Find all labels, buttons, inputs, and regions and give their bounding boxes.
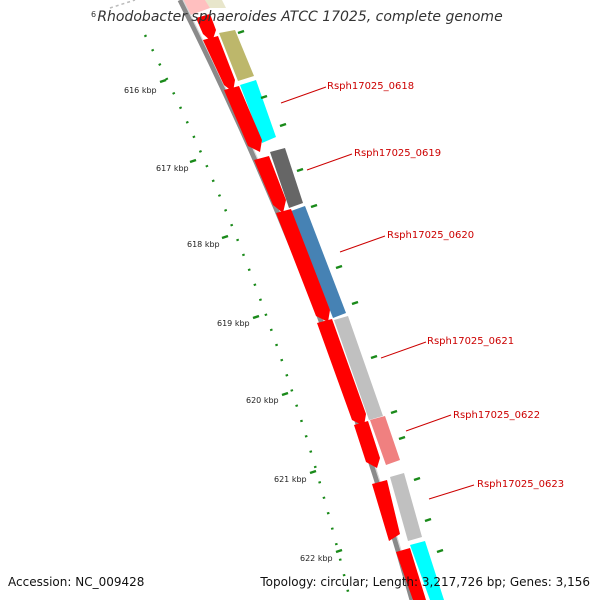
- feature-light-gray-1: [334, 316, 383, 420]
- gene-label-0620[interactable]: Rsph17025_0620: [387, 230, 474, 241]
- gene-leader-lines: [280, 86, 475, 500]
- gene-label-0621[interactable]: Rsph17025_0621: [427, 336, 514, 347]
- cds-arrow-8: [372, 480, 400, 541]
- gene-label-0622[interactable]: Rsph17025_0622: [453, 410, 540, 421]
- top-fade-region: 6: [91, 0, 226, 19]
- feature-tick-marks: [237, 29, 444, 554]
- tick-label-618: 618 kbp: [187, 240, 220, 249]
- cds-arrow-9: [396, 548, 426, 600]
- tick-label-622: 622 kbp: [300, 554, 333, 563]
- cds-arrow-4: [254, 156, 286, 213]
- feature-steel-blue: [291, 206, 346, 318]
- cds-arrow-5: [276, 209, 330, 322]
- gene-label-0618[interactable]: Rsph17025_0618: [327, 81, 414, 92]
- feature-dark-gray: [270, 148, 303, 208]
- gene-labels: Rsph17025_0618 Rsph17025_0619 Rsph17025_…: [327, 81, 564, 490]
- feature-olive: [219, 30, 254, 81]
- tick-label-616: 616 kbp: [124, 86, 157, 95]
- tick-label-620: 620 kbp: [246, 396, 279, 405]
- tick-label-619: 619 kbp: [217, 319, 250, 328]
- feature-track-outer: [219, 30, 444, 600]
- gene-label-0619[interactable]: Rsph17025_0619: [354, 148, 441, 159]
- accession-label: Accession: NC_009428: [8, 575, 145, 589]
- cds-arrow-6: [317, 319, 366, 426]
- tick-label-617: 617 kbp: [156, 164, 189, 173]
- scale-tick-labels: 616 kbp 617 kbp 618 kbp 619 kbp 620 kbp …: [124, 86, 333, 563]
- top-tick-label: 6: [91, 10, 96, 19]
- cds-arrow-1: [196, 14, 216, 42]
- genome-summary-label: Topology: circular; Length: 3,217,726 bp…: [260, 575, 590, 589]
- tick-label-621: 621 kbp: [274, 475, 307, 484]
- feature-cyan-1: [240, 80, 276, 143]
- feature-light-gray-2: [390, 473, 422, 541]
- feature-light-red: [370, 416, 400, 465]
- scale-ticks: [159, 78, 343, 554]
- map-title: Rhodobacter sphaeroides ATCC 17025, comp…: [97, 9, 503, 25]
- cds-track: [196, 14, 426, 600]
- cds-arrow-3: [224, 86, 262, 152]
- cds-arrow-7: [354, 421, 380, 468]
- gene-label-0623[interactable]: Rsph17025_0623: [477, 479, 564, 490]
- cds-arrow-2: [203, 36, 235, 92]
- feature-cyan-2: [410, 541, 444, 600]
